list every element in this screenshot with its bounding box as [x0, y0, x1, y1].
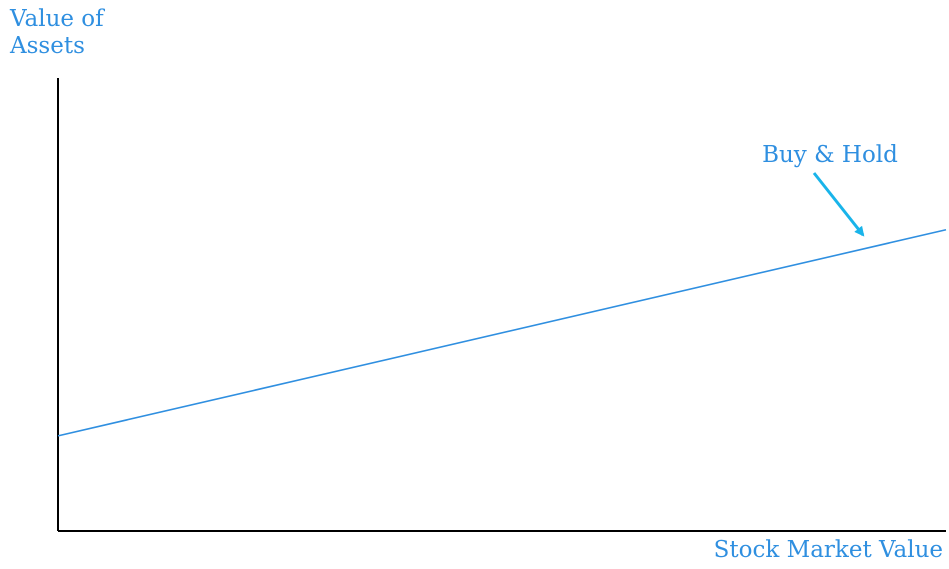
- x-axis-label: Stock Market Value: [713, 537, 943, 563]
- series-label-buy-hold: Buy & Hold: [762, 142, 898, 168]
- y-axis-label: Value of Assets: [10, 6, 104, 59]
- series-line-0: [57, 228, 947, 437]
- annotation-arrow: [812, 172, 865, 237]
